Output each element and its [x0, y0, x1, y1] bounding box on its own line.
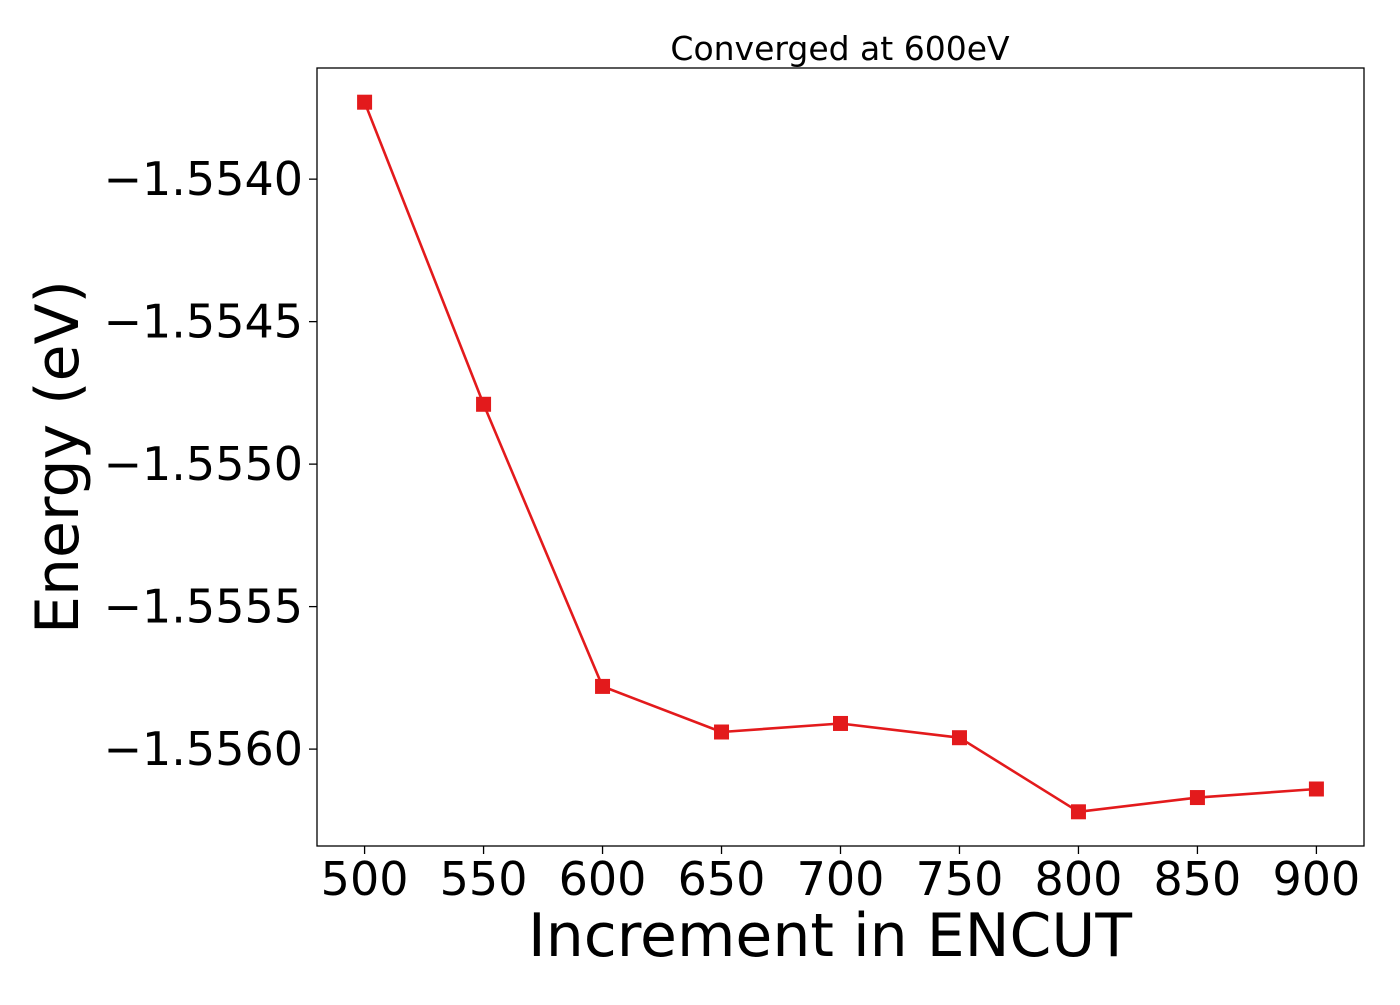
data-point: [476, 396, 492, 412]
x-tick-label: 500: [321, 852, 409, 906]
data-point: [833, 715, 848, 731]
data-point: [951, 730, 967, 746]
x-tick-label: 800: [1035, 852, 1123, 906]
plot-area: [316, 67, 1365, 847]
x-tick-label: 700: [797, 852, 885, 906]
y-axis: −1.5540 −1.5545 −1.5550 −1.5555 −1.5560: [104, 152, 317, 776]
data-point: [1070, 804, 1086, 820]
data-point: [357, 94, 373, 110]
x-tick-label: 600: [559, 852, 647, 906]
y-tick-label: −1.5560: [104, 722, 304, 776]
y-tick-label: −1.5545: [104, 295, 304, 349]
x-axis: 500 550 600 650 700 750 800 850 900: [321, 846, 1361, 906]
chart-title: Converged at 600eV: [670, 29, 1010, 68]
y-tick-label: −1.5540: [104, 152, 304, 206]
x-tick-label: 900: [1273, 852, 1361, 906]
y-axis-label: Energy (eV): [23, 280, 93, 634]
data-point: [595, 678, 611, 694]
x-axis-label: Increment in ENCUT: [528, 901, 1132, 971]
data-point: [1189, 790, 1205, 806]
x-tick-label: 850: [1154, 852, 1242, 906]
series-line: [363, 101, 1317, 814]
x-tick-label: 750: [916, 852, 1004, 906]
y-tick-label: −1.5550: [104, 437, 304, 491]
y-tick-label: −1.5555: [104, 580, 304, 634]
x-tick-label: 650: [678, 852, 766, 906]
x-tick-label: 550: [440, 852, 528, 906]
data-point: [714, 724, 730, 740]
data-point: [1308, 781, 1324, 797]
